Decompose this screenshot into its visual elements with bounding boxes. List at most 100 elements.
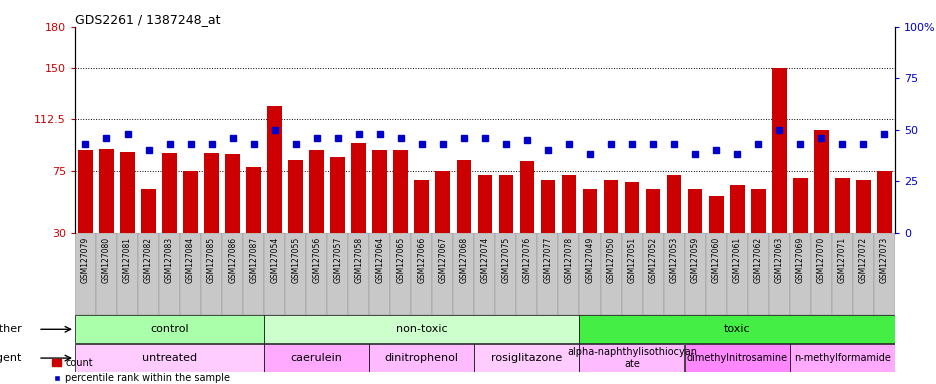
Bar — [431, 233, 453, 315]
Text: control: control — [150, 324, 189, 334]
Text: GSM127083: GSM127083 — [165, 237, 174, 283]
Bar — [242, 233, 264, 315]
Bar — [95, 233, 117, 315]
Bar — [159, 233, 180, 315]
Bar — [288, 160, 302, 274]
Bar — [180, 233, 201, 315]
Bar — [348, 233, 369, 315]
Bar — [519, 161, 534, 274]
Bar — [624, 182, 638, 274]
Text: dimethylnitrosamine: dimethylnitrosamine — [686, 353, 787, 363]
Bar — [537, 233, 558, 315]
Bar — [264, 233, 285, 315]
Bar — [75, 315, 264, 343]
Bar — [285, 233, 306, 315]
Text: GSM127056: GSM127056 — [312, 237, 321, 283]
Text: GSM127053: GSM127053 — [669, 237, 678, 283]
Text: GSM127065: GSM127065 — [396, 237, 405, 283]
Bar — [813, 130, 827, 274]
Bar — [578, 344, 683, 372]
Bar — [708, 195, 723, 274]
Bar — [411, 233, 431, 315]
Text: GSM127063: GSM127063 — [774, 237, 782, 283]
Bar — [453, 233, 474, 315]
Text: GSM127069: GSM127069 — [795, 237, 804, 283]
Bar — [771, 68, 785, 274]
Bar — [267, 106, 282, 274]
Text: GSM127052: GSM127052 — [648, 237, 657, 283]
Text: GSM127084: GSM127084 — [186, 237, 195, 283]
Text: GSM127068: GSM127068 — [459, 237, 468, 283]
Text: GSM127072: GSM127072 — [858, 237, 867, 283]
Bar — [642, 233, 663, 315]
Bar — [75, 233, 95, 315]
Bar — [75, 344, 264, 372]
Text: toxic: toxic — [724, 324, 750, 334]
Bar — [540, 180, 555, 274]
Text: GSM127073: GSM127073 — [879, 237, 888, 283]
Bar — [369, 233, 390, 315]
Bar — [600, 233, 621, 315]
Bar — [495, 233, 516, 315]
Bar — [645, 189, 660, 274]
Bar — [435, 171, 449, 274]
Text: GSM127079: GSM127079 — [80, 237, 90, 283]
Text: alpha-naphthylisothiocyan
ate: alpha-naphthylisothiocyan ate — [566, 347, 696, 369]
Text: non-toxic: non-toxic — [396, 324, 447, 334]
Bar — [390, 233, 411, 315]
Text: other: other — [0, 324, 22, 334]
Text: dinitrophenol: dinitrophenol — [385, 353, 459, 363]
Text: untreated: untreated — [142, 353, 197, 363]
Bar — [120, 152, 135, 274]
Text: GSM127085: GSM127085 — [207, 237, 216, 283]
Bar — [306, 233, 327, 315]
Legend: count, percentile rank within the sample: count, percentile rank within the sample — [51, 358, 230, 383]
Bar — [204, 153, 219, 274]
Bar — [663, 233, 684, 315]
Bar — [561, 175, 576, 274]
Bar — [246, 167, 261, 274]
Text: GSM127050: GSM127050 — [606, 237, 615, 283]
Text: GSM127080: GSM127080 — [102, 237, 110, 283]
Bar — [558, 233, 578, 315]
Bar — [684, 344, 789, 372]
Bar — [582, 189, 597, 274]
Bar — [372, 150, 387, 274]
Bar — [162, 153, 177, 274]
Bar — [852, 233, 873, 315]
Text: GSM127059: GSM127059 — [690, 237, 699, 283]
Bar — [78, 150, 93, 274]
Text: rosiglitazone: rosiglitazone — [490, 353, 562, 363]
Bar — [621, 233, 642, 315]
Text: GSM127062: GSM127062 — [753, 237, 762, 283]
Text: GSM127067: GSM127067 — [438, 237, 446, 283]
Bar — [747, 233, 768, 315]
Text: GSM127081: GSM127081 — [123, 237, 132, 283]
Text: GSM127078: GSM127078 — [563, 237, 573, 283]
Text: GSM127054: GSM127054 — [270, 237, 279, 283]
Text: GSM127058: GSM127058 — [354, 237, 363, 283]
Text: GSM127070: GSM127070 — [816, 237, 825, 283]
Bar — [474, 344, 578, 372]
Bar — [327, 233, 348, 315]
Bar — [810, 233, 831, 315]
Text: GSM127082: GSM127082 — [144, 237, 153, 283]
Bar — [789, 233, 810, 315]
Text: GSM127055: GSM127055 — [291, 237, 300, 283]
Bar — [705, 233, 726, 315]
Bar — [498, 175, 513, 274]
Text: GSM127060: GSM127060 — [710, 237, 720, 283]
Text: GSM127051: GSM127051 — [627, 237, 636, 283]
Bar — [456, 160, 471, 274]
Text: GSM127087: GSM127087 — [249, 237, 258, 283]
Bar — [138, 233, 159, 315]
Bar — [393, 150, 408, 274]
Bar — [750, 189, 765, 274]
Text: GSM127075: GSM127075 — [501, 237, 510, 283]
Bar — [578, 233, 600, 315]
Text: GSM127066: GSM127066 — [417, 237, 426, 283]
Bar — [222, 233, 242, 315]
Bar — [726, 233, 747, 315]
Text: GSM127049: GSM127049 — [585, 237, 593, 283]
Text: GSM127064: GSM127064 — [375, 237, 384, 283]
